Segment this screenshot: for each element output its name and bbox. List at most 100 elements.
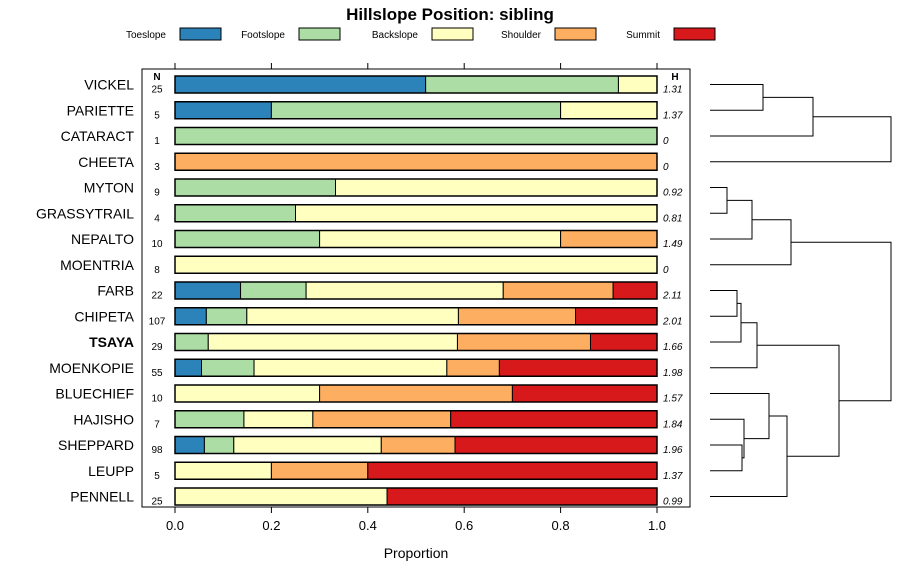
x-axis: 0.0 0.2 0.4 0.6 0.8 1.0: [166, 63, 666, 533]
bar-segment-nepalto-backslope: [319, 230, 562, 248]
bar-segment-hajisho-shoulder: [312, 410, 452, 429]
h-value-myton: 0.92: [663, 188, 683, 199]
plot-panel: [141, 68, 691, 508]
row-label-cataract: CATARACT: [61, 128, 135, 144]
dendrogram-branch-c10: [710, 415, 788, 497]
dendrogram-branch-c6: [710, 302, 742, 343]
x-axis-title: Proportion: [384, 545, 449, 561]
bar-segment-moenkopie-backslope: [253, 358, 448, 377]
bar-outline-tsaya: [174, 332, 658, 352]
legend-label-shoulder: Shoulder: [501, 30, 542, 41]
legend-swatch-footslope: [298, 27, 341, 41]
h-value-moentria: 0: [663, 265, 669, 276]
n-value-cheeta: 3: [154, 162, 160, 173]
bar-segment-leupp-backslope: [174, 461, 272, 480]
x-tick-label-0: 0.0: [166, 518, 184, 533]
n-value-nepalto: 10: [151, 239, 163, 250]
x-tick-label-5: 1.0: [648, 518, 666, 533]
row-moenkopie: MOENKOPIE 55 1.98: [49, 358, 683, 379]
h-value-grassytrail: 0.81: [663, 213, 682, 224]
row-label-tsaya: TSAYA: [89, 334, 134, 350]
bar-segment-vickel-backslope: [617, 75, 658, 94]
bar-outline-cheeta: [174, 152, 658, 171]
n-value-grassytrail: 4: [154, 213, 160, 224]
legend: Toeslope Footslope Backslope Shoulder Summit: [126, 27, 716, 41]
bar-segment-tsaya-footslope: [174, 333, 209, 351]
legend-label-toeslope: Toeslope: [126, 30, 166, 41]
n-value-moentria: 8: [154, 265, 160, 276]
row-cataract: CATARACT 1 0: [61, 126, 669, 147]
dendrogram-branch-c11: [710, 322, 758, 369]
h-value-tsaya: 1.66: [663, 342, 683, 353]
bar-segment-pariette-backslope: [560, 101, 658, 120]
row-sheppard: SHEPPARD 98 1.96: [58, 435, 683, 456]
row-label-nepalto: NEPALTO: [71, 231, 134, 247]
legend-label-summit: Summit: [626, 30, 660, 41]
bar-segment-farb-footslope: [240, 281, 307, 300]
bar-segment-sheppard-shoulder: [380, 436, 456, 454]
bar-segment-leupp-summit: [367, 461, 658, 480]
bar-segment-bluechief-backslope: [174, 384, 321, 403]
dendrogram-branch-c5: [710, 290, 738, 317]
bar-outline-leupp: [174, 461, 658, 480]
row-nepalto: NEPALTO 10 1.49: [71, 229, 683, 250]
row-label-myton: MYTON: [84, 180, 134, 196]
bar-outline-chipeta: [174, 307, 658, 326]
h-value-pariette: 1.37: [663, 110, 683, 121]
n-column-header: N: [153, 72, 160, 83]
n-value-hajisho: 7: [154, 419, 160, 430]
row-label-vickel: VICKEL: [84, 77, 134, 93]
bar-segment-vickel-footslope: [425, 75, 619, 94]
dendrogram-branch-c1: [710, 96, 814, 137]
bar-segment-hajisho-backslope: [243, 410, 314, 429]
dendrogram: [710, 84, 892, 497]
n-value-leupp: 5: [154, 471, 160, 482]
h-value-pennell: 0.99: [663, 497, 683, 508]
bar-segment-sheppard-backslope: [233, 436, 382, 454]
bar-segment-hajisho-summit: [450, 410, 658, 429]
legend-swatch-shoulder: [554, 27, 597, 41]
row-label-chipeta: CHIPETA: [74, 308, 134, 324]
bar-outline-sheppard: [174, 435, 658, 455]
dendrogram-branch-c13: [791, 241, 892, 402]
bar-segment-farb-toeslope: [174, 281, 242, 300]
n-value-pennell: 25: [151, 497, 163, 508]
h-value-moenkopie: 1.98: [663, 368, 683, 379]
row-label-cheeta: CHEETA: [78, 154, 134, 170]
h-value-cheeta: 0: [663, 162, 669, 173]
bar-segment-vickel-toeslope: [174, 75, 427, 94]
bar-outline-moentria: [174, 255, 658, 274]
h-value-farb: 2.11: [662, 291, 682, 302]
n-value-farb: 22: [151, 291, 163, 302]
dendrogram-branch-c4: [710, 219, 792, 266]
row-label-pariette: PARIETTE: [67, 102, 134, 118]
x-tick-label-2: 0.4: [359, 518, 377, 533]
h-value-vickel: 1.31: [663, 85, 682, 96]
dendrogram-branch-c14: [710, 116, 892, 163]
bar-segment-myton-backslope: [335, 178, 658, 197]
bar-segment-farb-summit: [612, 281, 658, 300]
h-value-leupp: 1.37: [663, 471, 683, 482]
legend-label-footslope: Footslope: [241, 30, 285, 41]
dendrogram-branch-c9: [710, 393, 770, 440]
row-myton: MYTON 9 0.92: [84, 178, 683, 199]
legend-label-backslope: Backslope: [372, 30, 419, 41]
bar-segment-grassytrail-backslope: [295, 204, 658, 223]
row-label-bluechief: BLUECHIEF: [55, 386, 134, 402]
bar-segment-sheppard-summit: [454, 436, 658, 454]
n-value-vickel: 25: [151, 85, 163, 96]
bar-outline-farb: [174, 281, 658, 300]
row-tsaya: TSAYA 29 1.66: [89, 332, 683, 353]
bar-outline-cataract: [174, 126, 658, 146]
bar-segment-chipeta-backslope: [246, 307, 459, 326]
h-column-header: H: [671, 72, 678, 83]
bar-segment-pariette-toeslope: [174, 101, 272, 120]
chart-title: Hillslope Position: sibling: [346, 5, 554, 24]
row-label-grassytrail: GRASSYTRAIL: [36, 205, 134, 221]
bar-segment-tsaya-summit: [589, 333, 658, 351]
bar-segment-bluechief-shoulder: [319, 384, 513, 403]
n-value-moenkopie: 55: [151, 368, 163, 379]
bar-outline-myton: [174, 178, 658, 197]
